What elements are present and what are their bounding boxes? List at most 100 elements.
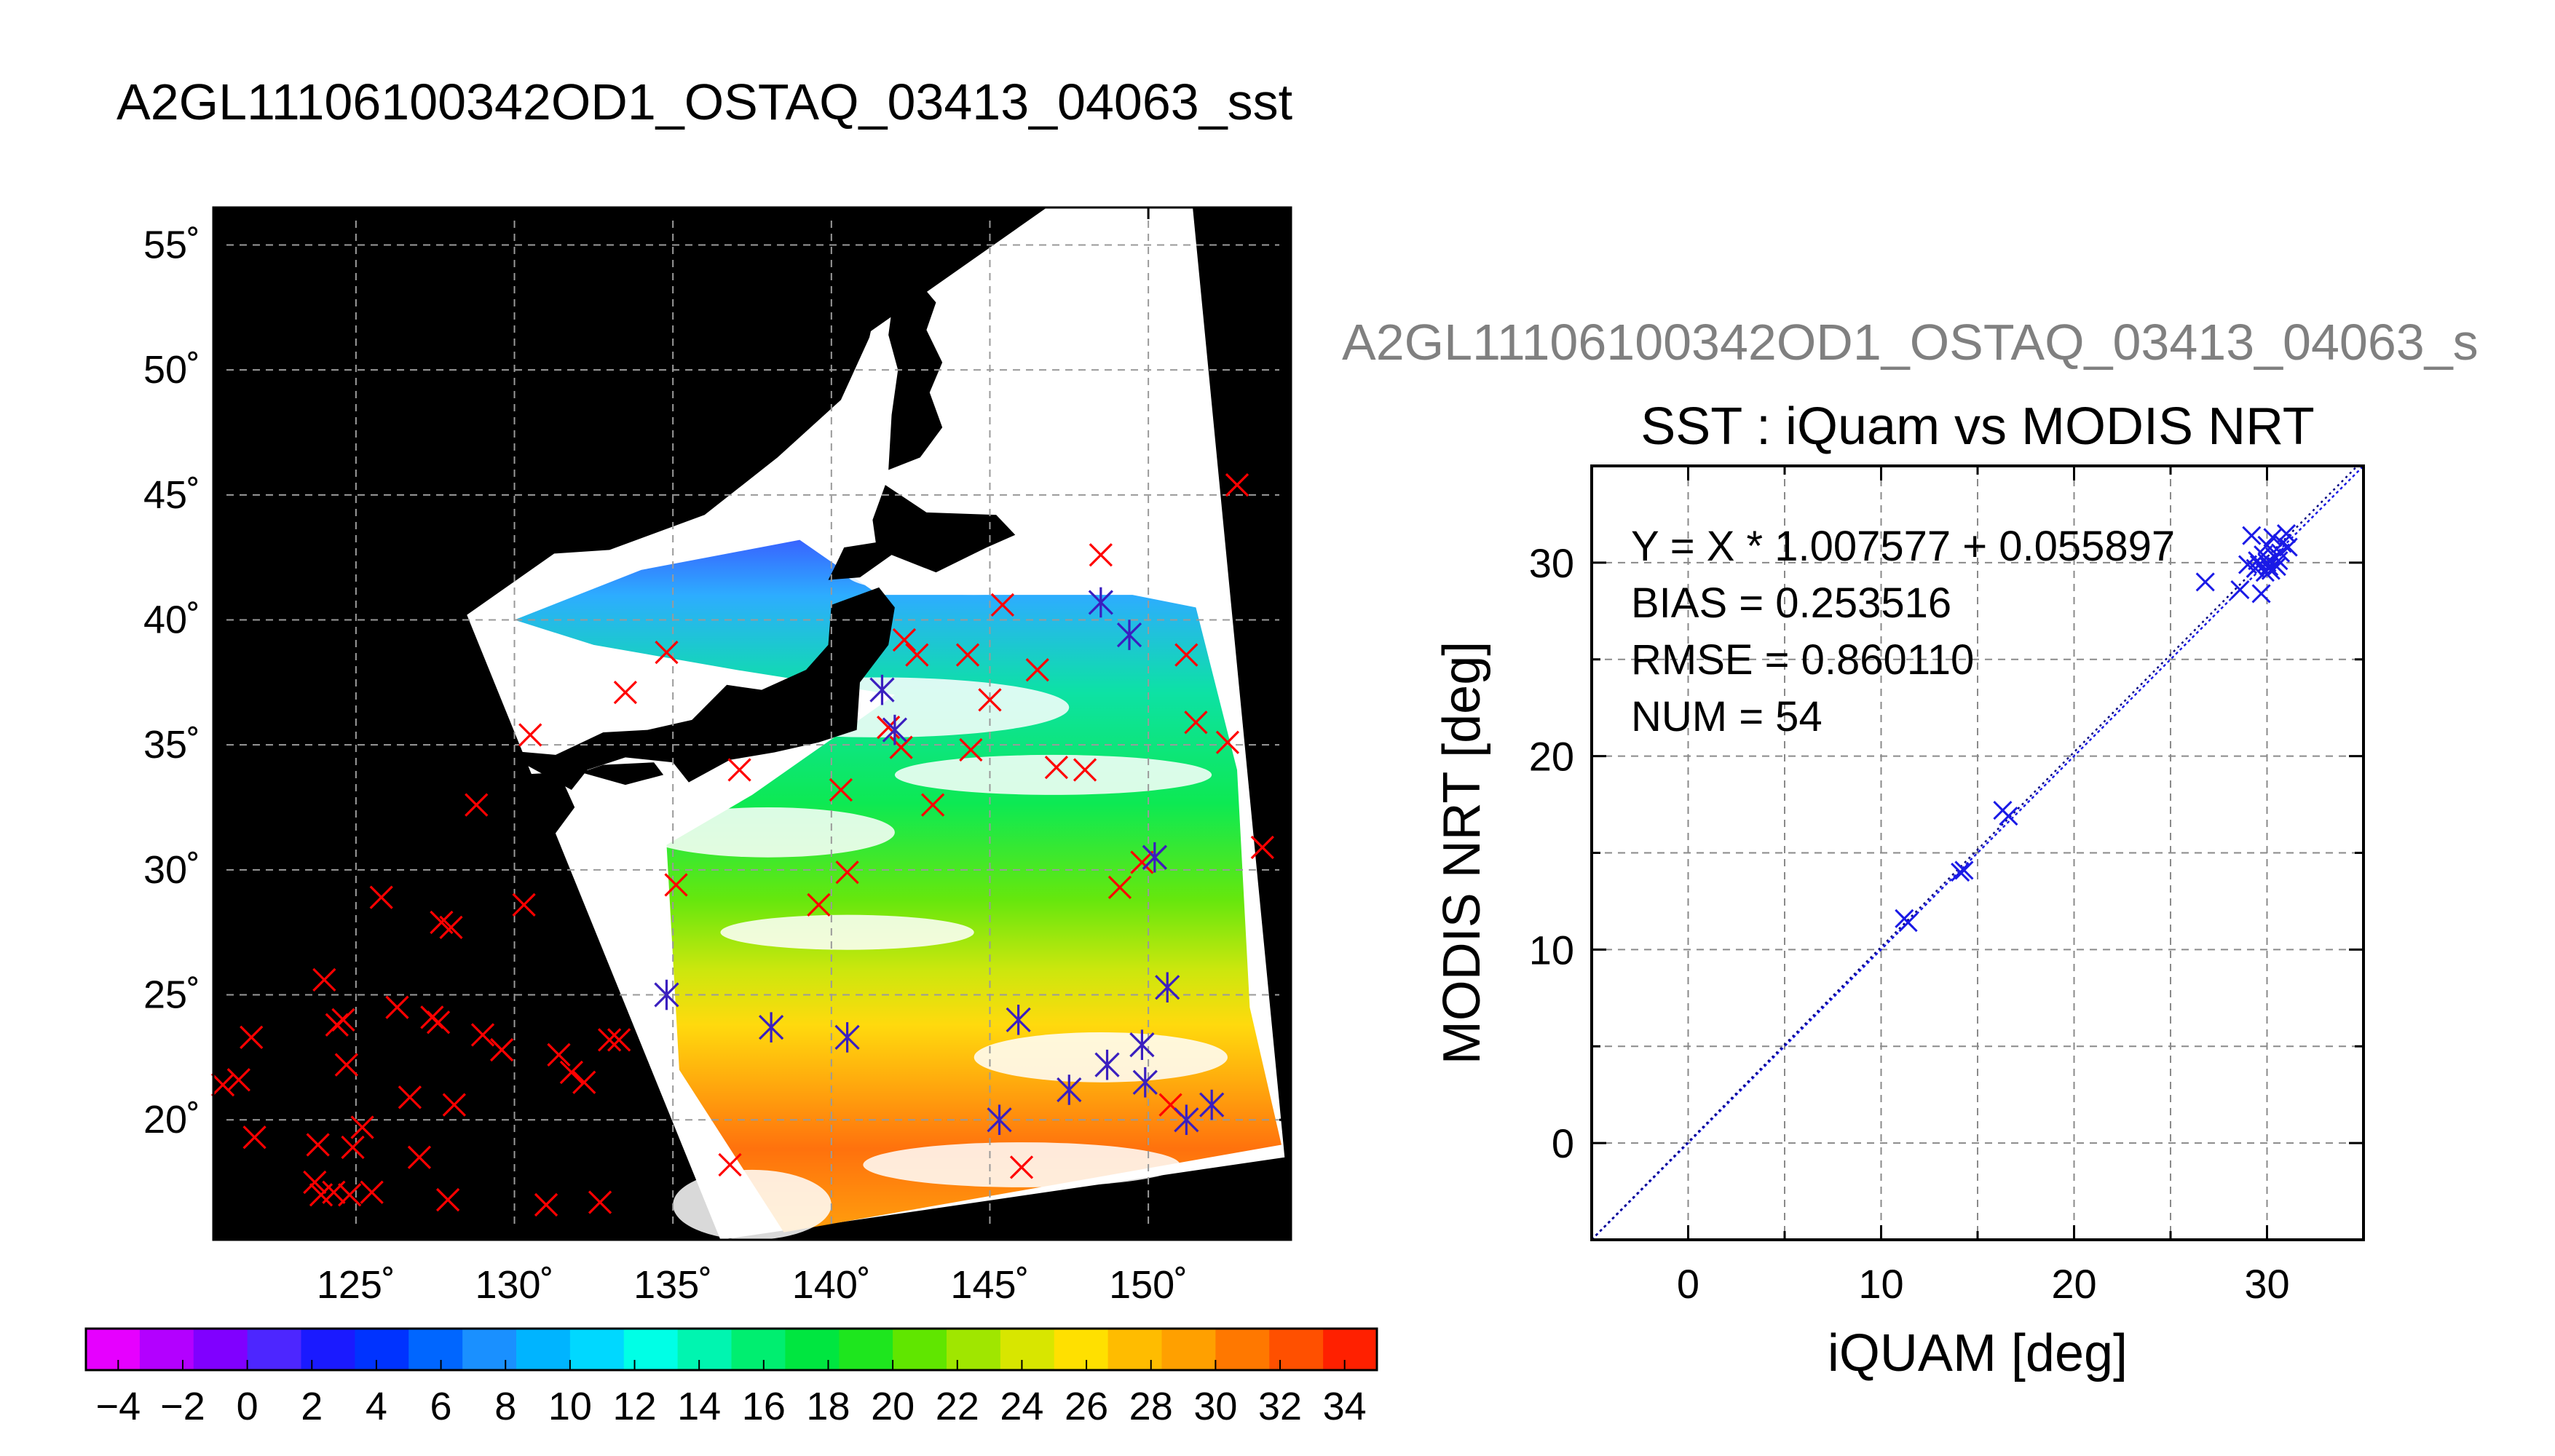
map-marker-x xyxy=(407,1145,432,1169)
figure-title: A2GL11106100342OD1_OSTAQ_03413_04063_sst xyxy=(117,74,1293,130)
scatter-suptitle: A2GL11106100342OD1_OSTAQ_03413_04063_s xyxy=(1342,314,2479,371)
cloud-patch xyxy=(894,754,1212,795)
colorbar-tick-label: 28 xyxy=(1129,1385,1173,1428)
map-marker-x xyxy=(534,1192,558,1217)
land-mainland xyxy=(213,207,880,596)
map-marker-x xyxy=(465,793,489,817)
scatter-tick-label-y: 30 xyxy=(1529,540,1574,586)
map-tick-label-y: 30˚ xyxy=(143,848,200,892)
map-marker-x xyxy=(210,1072,235,1097)
scatter-marker-x xyxy=(2272,534,2292,553)
map-marker-x xyxy=(240,1025,264,1050)
map-marker-asterisk xyxy=(1155,972,1180,1003)
map-tick-label-y: 55˚ xyxy=(143,223,200,267)
colorbar-segment xyxy=(1000,1329,1055,1370)
map-marker-x xyxy=(242,1125,266,1150)
map-marker-x xyxy=(655,641,679,665)
map-marker-x xyxy=(341,1135,365,1160)
cloud-patch xyxy=(720,914,974,950)
map-layer xyxy=(213,207,1291,1240)
colorbar-segment xyxy=(785,1329,840,1370)
land-hokkaido xyxy=(828,485,1016,580)
map-marker-asterisk xyxy=(654,979,679,1010)
map-marker-x xyxy=(312,968,336,992)
map-tick-label-y: 20˚ xyxy=(143,1098,200,1142)
scatter-marker-x xyxy=(2278,537,2298,557)
map-marker-x xyxy=(572,1070,596,1094)
colorbar-segment xyxy=(516,1329,571,1370)
colorbar-segment xyxy=(1107,1329,1162,1370)
map-tick-label-x: 125˚ xyxy=(317,1263,395,1307)
colorbar-segment xyxy=(86,1329,141,1370)
map-marker-asterisk xyxy=(758,1012,784,1042)
map-marker-x xyxy=(385,995,409,1019)
scatter-marker-x xyxy=(2261,561,2280,580)
map-marker-x xyxy=(398,1085,422,1109)
map-tick-label-x: 130˚ xyxy=(475,1263,553,1307)
scatter-annotation: Y = X * 1.007577 + 0.055897 xyxy=(1631,523,2175,570)
colorbar-tick-label: 10 xyxy=(548,1385,592,1428)
colorbar-tick-label: 16 xyxy=(742,1385,786,1428)
map-marker-x xyxy=(1184,711,1208,735)
map-marker-asterisk xyxy=(1132,1067,1158,1098)
map-marker-x xyxy=(439,915,463,939)
map-marker-x xyxy=(727,758,751,782)
colorbar-segment xyxy=(947,1329,1001,1370)
scatter-marker-x xyxy=(1999,806,2018,826)
map-marker-x xyxy=(829,778,853,802)
colorbar-segment xyxy=(1215,1329,1270,1370)
map-marker-x xyxy=(607,1028,631,1052)
scatter-marker-x xyxy=(1951,863,1970,882)
map-marker-x xyxy=(1073,758,1097,782)
map-marker-x xyxy=(334,1053,358,1077)
colorbar-tick-label: 2 xyxy=(301,1385,323,1428)
map-tick-label-y: 35˚ xyxy=(143,723,200,767)
map-marker-asterisk xyxy=(987,1104,1012,1135)
land-north xyxy=(879,207,1038,226)
colorbar-tick-label: 20 xyxy=(871,1385,915,1428)
scatter-tick-label-x: 0 xyxy=(1677,1261,1699,1307)
colorbar-tick-label: 34 xyxy=(1323,1385,1367,1428)
map-tick-label-y: 50˚ xyxy=(143,348,200,392)
map-marker-x xyxy=(426,1010,451,1034)
map-marker-x xyxy=(1215,730,1240,754)
map-marker-asterisk xyxy=(834,1022,860,1053)
map-marker-asterisk xyxy=(1057,1075,1082,1105)
map-marker-asterisk xyxy=(869,674,895,705)
colorbar-tick-label: −2 xyxy=(160,1385,205,1428)
map-marker-x xyxy=(807,893,831,917)
map-marker-x xyxy=(1089,543,1113,567)
land-honshu xyxy=(498,587,895,790)
scatter-annotation: RMSE = 0.860110 xyxy=(1631,636,1974,684)
colorbar-segment xyxy=(247,1329,301,1370)
colorbar-segment xyxy=(677,1329,732,1370)
map-marker-x xyxy=(1025,658,1049,682)
map-marker-x xyxy=(306,1133,330,1157)
scatter-marker-x xyxy=(2269,551,2289,571)
map-marker-asterisk xyxy=(1116,620,1142,650)
map-marker-x xyxy=(978,688,1002,712)
colorbar-segment xyxy=(193,1329,248,1370)
map-marker-x xyxy=(835,860,859,885)
map-tick-label-y: 45˚ xyxy=(143,473,200,517)
map-marker-x xyxy=(718,1152,742,1177)
cloud-patch xyxy=(673,1169,832,1240)
cloud-patch xyxy=(641,807,895,858)
map-marker-x xyxy=(990,593,1015,617)
colorbar-segment xyxy=(301,1329,355,1370)
map-marker-x xyxy=(959,737,983,762)
scatter-xlabel: iQUAM [deg] xyxy=(1828,1324,2128,1382)
map-marker-x xyxy=(350,1115,374,1139)
map-marker-asterisk xyxy=(1174,1104,1199,1135)
map-tick-label-x: 135˚ xyxy=(633,1263,712,1307)
map-marker-x xyxy=(369,885,393,909)
scatter-annotation: NUM = 54 xyxy=(1631,693,1823,740)
colorbar-tick-label: −4 xyxy=(96,1385,141,1428)
scatter-title: SST : iQuam vs MODIS NRT xyxy=(1640,397,2315,456)
colorbar-tick-label: 30 xyxy=(1193,1385,1237,1428)
map-tick-label-x: 150˚ xyxy=(1109,1263,1188,1307)
scatter-tick-label-y: 10 xyxy=(1529,927,1574,973)
map-marker-x xyxy=(1009,1155,1034,1179)
colorbar-frame xyxy=(84,1327,1378,1372)
